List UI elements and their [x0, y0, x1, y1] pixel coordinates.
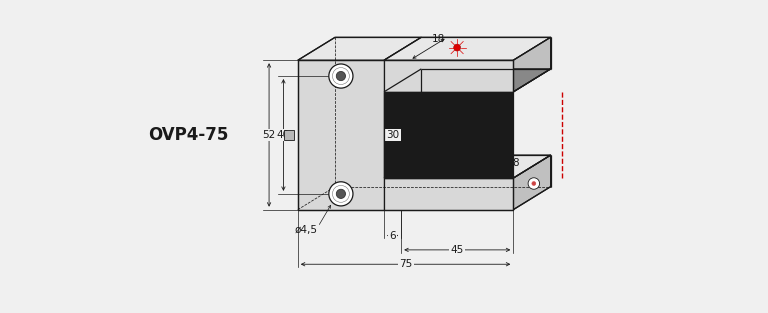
Polygon shape	[384, 178, 513, 210]
Text: 8: 8	[513, 158, 519, 168]
Circle shape	[329, 182, 353, 206]
Circle shape	[329, 64, 353, 88]
Polygon shape	[384, 69, 551, 92]
Polygon shape	[513, 37, 551, 92]
Polygon shape	[513, 155, 551, 210]
Circle shape	[454, 44, 461, 51]
Polygon shape	[384, 92, 513, 178]
Circle shape	[336, 71, 346, 81]
Polygon shape	[384, 60, 513, 92]
Text: 30: 30	[386, 130, 399, 140]
Bar	[284, 130, 294, 140]
Text: ø4,5: ø4,5	[295, 225, 318, 235]
Circle shape	[528, 178, 540, 189]
Text: 18: 18	[432, 34, 445, 44]
Text: 45: 45	[451, 245, 464, 255]
Text: 52: 52	[263, 130, 276, 140]
Polygon shape	[384, 69, 422, 178]
Polygon shape	[384, 37, 551, 60]
Circle shape	[336, 189, 346, 198]
Text: 75: 75	[399, 259, 412, 269]
Polygon shape	[298, 37, 422, 60]
Text: OVP4-75: OVP4-75	[148, 126, 229, 144]
Circle shape	[531, 182, 536, 186]
Polygon shape	[384, 155, 551, 178]
Polygon shape	[298, 60, 384, 210]
Text: 6: 6	[389, 230, 396, 240]
Text: 40: 40	[277, 130, 290, 140]
